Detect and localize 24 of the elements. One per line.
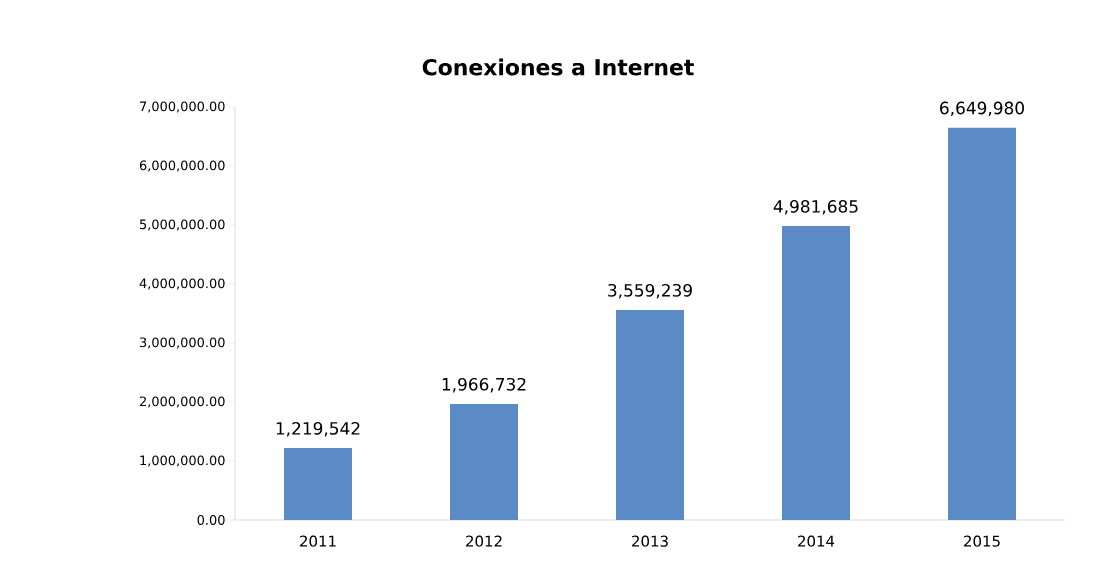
y-tick-label: 6,000,000.00 [139,160,225,172]
y-tick-label: 5,000,000.00 [139,219,225,231]
data-label: 1,219,542 [276,421,360,437]
bar [450,403,519,520]
y-tick-label: 4,000,000.00 [139,278,225,290]
data-label: 6,649,980 [940,101,1024,117]
x-tick-label: 2011 [300,535,336,547]
y-tick-label: 0.00 [197,515,225,525]
y-tick-label: 2,000,000.00 [139,396,225,408]
x-tick-label: 2014 [798,535,835,547]
bar [616,309,685,520]
y-tick-label: 7,000,000.00 [140,101,225,113]
chart-title: Conexiones a Internet [422,58,694,76]
bar [284,448,353,520]
x-tick-label: 2015 [964,535,1000,547]
data-label: 4,981,685 [773,200,858,215]
data-label: 1,966,732 [442,377,526,393]
x-tick-label: 2012 [466,535,502,547]
x-tick-label: 2013 [632,535,668,547]
data-label: 3,559,239 [608,283,692,299]
bar [782,226,851,520]
y-tick-label: 1,000,000.00 [140,455,225,467]
y-tick-label: 3,000,000.00 [139,337,225,349]
bar [948,127,1017,520]
